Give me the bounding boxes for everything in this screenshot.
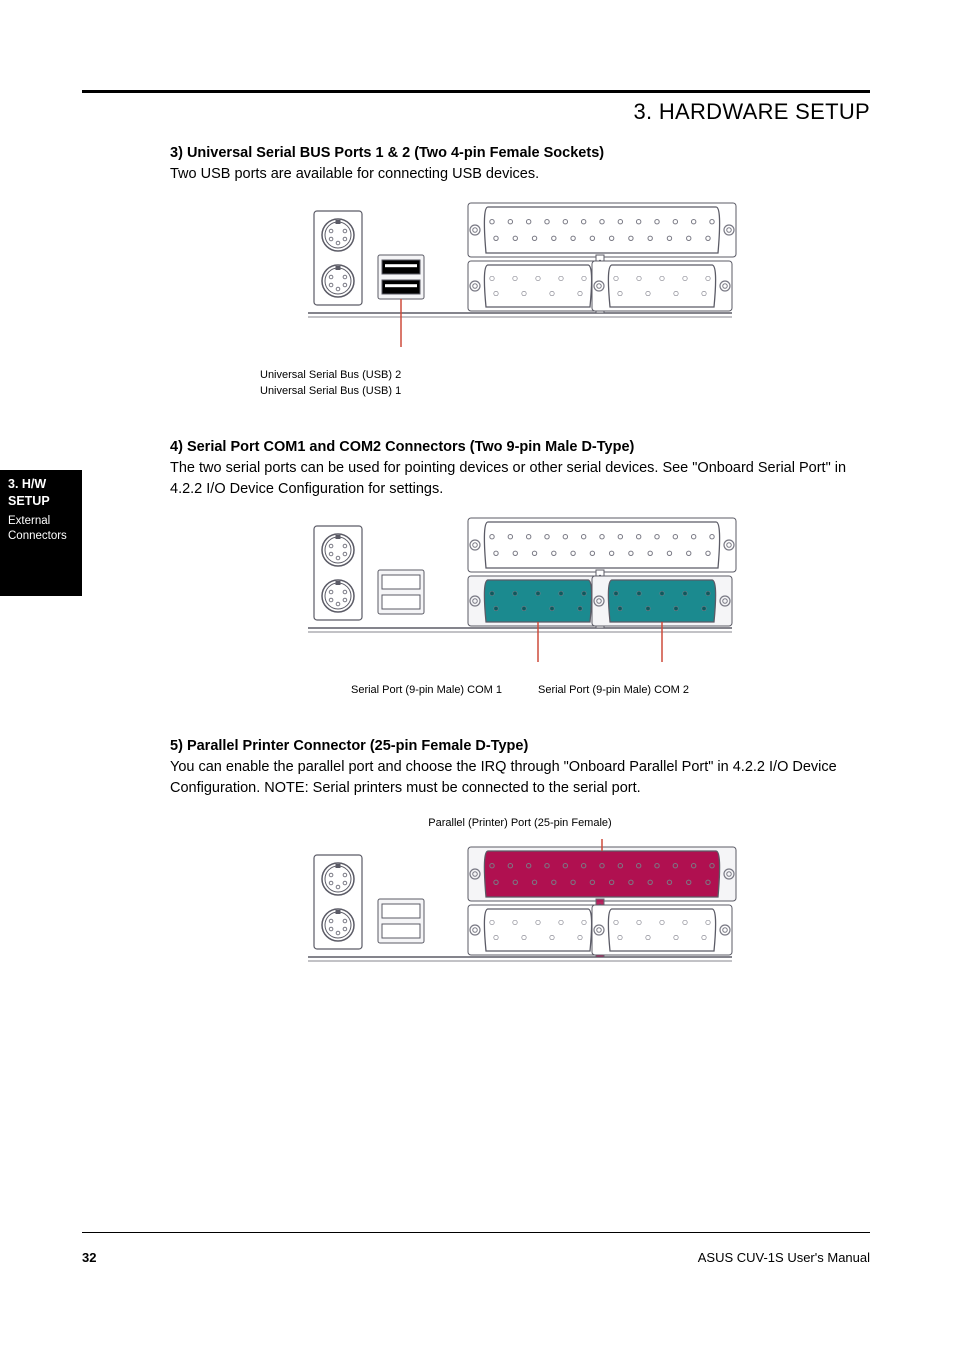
footer-rule [82,1232,870,1233]
section-serial-body: The two serial ports can be used for poi… [170,460,846,497]
section-parallel-body: You can enable the parallel port and cho… [170,759,837,796]
callout-parallel: Parallel (Printer) Port (25-pin Female) [170,817,870,829]
callout-com2: Serial Port (9-pin Male) COM 2 [538,684,689,696]
footer-product: ASUS CUV-1S User's Manual [698,1250,870,1265]
diagram-serial-wrap [170,510,870,680]
diagram-parallel-wrap [170,839,870,1009]
footer-page: 32 [82,1250,96,1265]
section-parallel-text: 5) Parallel Printer Connector (25-pin Fe… [170,736,870,799]
section-usb: 3) Universal Serial BUS Ports 1 & 2 (Two… [170,143,870,397]
page-content: 3. HARDWARE SETUP 3) Universal Serial BU… [82,90,870,1009]
side-tab-sub: External Connectors [8,514,74,545]
section-usb-num: 3) [170,145,183,161]
section-parallel-num: 5) [170,738,183,754]
section-usb-label: Universal Serial BUS Ports 1 & 2 (Two 4-… [187,145,604,161]
section-usb-body: Two USB ports are available for connecti… [170,166,539,182]
diagram-usb [300,195,740,365]
section-parallel-label: Parallel Printer Connector (25-pin Femal… [187,738,528,754]
callout-usb1: Universal Serial Bus (USB) 1 [260,385,401,397]
section-serial-text: 4) Serial Port COM1 and COM2 Connectors … [170,437,870,500]
title-rule [82,90,870,93]
section-usb-text: 3) Universal Serial BUS Ports 1 & 2 (Two… [170,143,870,185]
section-parallel: 5) Parallel Printer Connector (25-pin Fe… [170,736,870,1009]
section-serial: 4) Serial Port COM1 and COM2 Connectors … [170,437,870,696]
side-tab-title: 3. H/W SETUP [8,476,74,510]
diagram-usb-wrap [170,195,870,365]
callout-usb2: Universal Serial Bus (USB) 2 [260,369,401,381]
footer-row: 32 ASUS CUV-1S User's Manual [82,1250,870,1265]
section-serial-num: 4) [170,439,183,455]
section-serial-label: Serial Port COM1 and COM2 Connectors (Tw… [187,439,634,455]
diagram-serial [300,510,740,680]
page-title: 3. HARDWARE SETUP [633,99,870,125]
callout-com1: Serial Port (9-pin Male) COM 1 [351,684,502,696]
side-tab: 3. H/W SETUP External Connectors [0,470,82,596]
title-row: 3. HARDWARE SETUP [82,99,870,125]
diagram-parallel [300,839,740,1009]
